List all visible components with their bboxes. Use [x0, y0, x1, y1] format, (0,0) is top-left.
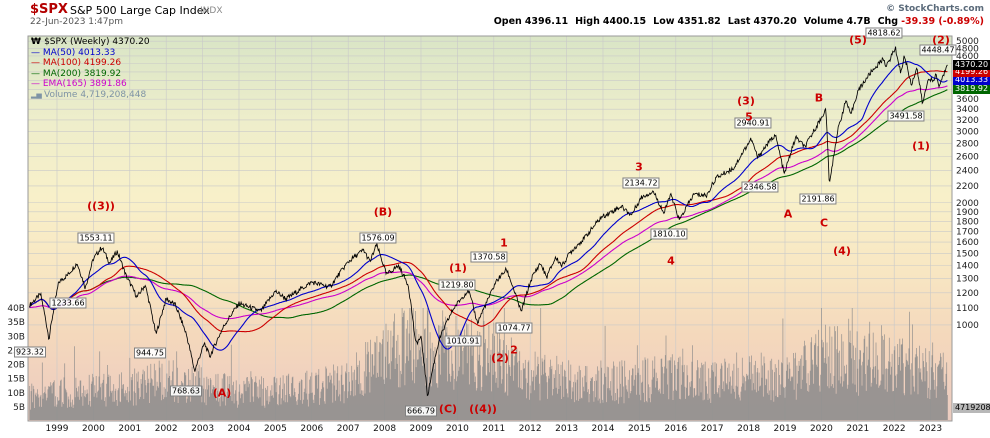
svg-text:40B: 40B: [7, 304, 25, 314]
svg-text:5B: 5B: [13, 403, 25, 413]
svg-text:2018: 2018: [737, 424, 760, 434]
quote-strip: Open 4396.11 High 4400.15 Low 4351.82 Last 4370…: [487, 16, 984, 27]
svg-text:4600: 4600: [956, 52, 979, 62]
svg-text:2016: 2016: [664, 424, 687, 434]
svg-text:2003: 2003: [191, 424, 214, 434]
svg-text:2600: 2600: [956, 152, 979, 162]
svg-text:20B: 20B: [7, 361, 25, 371]
legend-item: $SPX (Weekly) 4370.20: [31, 37, 149, 48]
svg-text:3200: 3200: [956, 116, 979, 126]
svg-text:2021: 2021: [846, 424, 869, 434]
quote-label-chg: Chg: [877, 16, 899, 27]
legend-item: Volume 4,719,208,448: [31, 90, 150, 101]
svg-text:2002: 2002: [155, 424, 178, 434]
svg-text:2000: 2000: [956, 199, 979, 209]
svg-text:2019: 2019: [774, 424, 797, 434]
svg-text:2800: 2800: [956, 139, 979, 149]
svg-text:2020: 2020: [810, 424, 833, 434]
quote-value-low: 4351.82: [677, 16, 721, 27]
svg-text:35B: 35B: [7, 318, 25, 328]
quote-label-high: High: [575, 16, 600, 27]
svg-text:4800: 4800: [956, 44, 979, 54]
svg-text:1999: 1999: [46, 424, 69, 434]
quote-label-low: Low: [653, 16, 675, 27]
svg-text:2000: 2000: [82, 424, 105, 434]
legend-item: EMA(165) 3891.86: [31, 79, 150, 90]
svg-text:2017: 2017: [701, 424, 724, 434]
svg-text:2200: 2200: [956, 182, 979, 192]
svg-text:3600: 3600: [956, 95, 979, 105]
quote-value-volume: 4.7B: [846, 16, 871, 27]
svg-text:1300: 1300: [956, 275, 979, 285]
svg-text:2011: 2011: [482, 424, 505, 434]
svg-text:3800: 3800: [956, 86, 979, 96]
svg-text:1000: 1000: [956, 321, 979, 331]
svg-text:10B: 10B: [7, 389, 25, 399]
svg-text:3400: 3400: [956, 105, 979, 115]
svg-text:30B: 30B: [7, 332, 25, 342]
chart-legend: $SPX (Weekly) 4370.20MA(50) 4013.33MA(10…: [31, 37, 150, 100]
svg-text:3000: 3000: [956, 127, 979, 137]
quote-value-chg: -39.39 (-0.89%): [901, 16, 984, 27]
svg-text:1700: 1700: [956, 227, 979, 237]
svg-text:2400: 2400: [956, 167, 979, 177]
legend-item: MA(50) 4013.33: [31, 48, 150, 59]
symbol-name: S&P 500 Large Cap Index: [70, 4, 210, 17]
svg-text:2008: 2008: [373, 424, 396, 434]
svg-text:2014: 2014: [592, 424, 615, 434]
svg-text:5000: 5000: [956, 37, 979, 47]
copyright-label: © StockCharts.com: [886, 4, 984, 14]
svg-text:2009: 2009: [410, 424, 433, 434]
svg-text:2013: 2013: [555, 424, 578, 434]
svg-text:1600: 1600: [956, 238, 979, 248]
svg-text:2004: 2004: [228, 424, 251, 434]
svg-text:1500: 1500: [956, 249, 979, 259]
svg-text:1400: 1400: [956, 262, 979, 272]
svg-text:1200: 1200: [956, 289, 979, 299]
svg-text:2001: 2001: [118, 424, 141, 434]
svg-text:25B: 25B: [7, 346, 25, 356]
quote-label-volume: Volume: [803, 16, 844, 27]
svg-text:2023: 2023: [919, 424, 942, 434]
svg-text:2007: 2007: [337, 424, 360, 434]
symbol-ticker: $SPX: [30, 2, 68, 17]
svg-text:1900: 1900: [956, 208, 979, 218]
exchange-label: INDX: [200, 6, 223, 16]
quote-value-open: 4396.11: [524, 16, 569, 27]
chart-datetime: 22-Jun-2023 1:47pm: [30, 17, 123, 27]
quote-label-last: Last: [727, 16, 751, 27]
svg-text:15B: 15B: [7, 375, 25, 385]
svg-text:2012: 2012: [519, 424, 542, 434]
quote-value-high: 4400.15: [602, 16, 647, 27]
svg-text:1100: 1100: [956, 304, 979, 314]
svg-text:1800: 1800: [956, 217, 979, 227]
quote-value-last: 4370.20: [753, 16, 797, 27]
legend-item: MA(100) 4199.26: [31, 58, 150, 69]
svg-text:2005: 2005: [264, 424, 287, 434]
svg-text:2015: 2015: [628, 424, 651, 434]
svg-text:2006: 2006: [300, 424, 323, 434]
svg-text:2010: 2010: [446, 424, 469, 434]
svg-text:2022: 2022: [883, 424, 906, 434]
legend-item: MA(200) 3819.92: [31, 69, 150, 80]
quote-label-open: Open: [493, 16, 522, 27]
